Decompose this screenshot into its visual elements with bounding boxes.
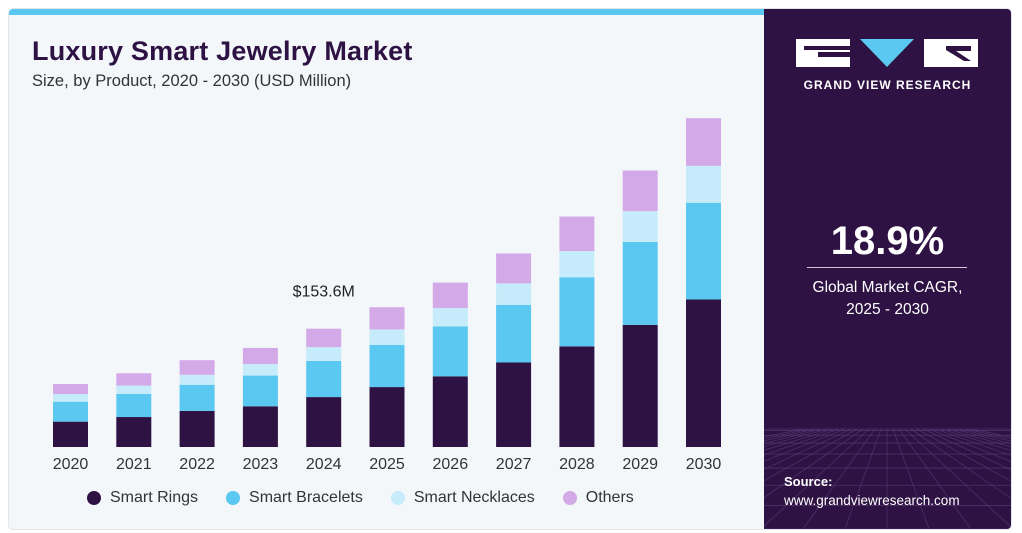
grid-decoration (764, 428, 1011, 529)
bar-smart-necklaces-2020 (53, 393, 88, 402)
bar-smart-rings-2025 (369, 387, 405, 447)
bar-others-2030 (686, 118, 721, 166)
bar-smart-bracelets-2027 (496, 304, 532, 363)
bar-smart-bracelets-2025 (369, 344, 405, 388)
bar-smart-bracelets-2029 (622, 241, 658, 325)
cagr-divider (807, 267, 967, 268)
legend-label: Smart Bracelets (249, 489, 363, 506)
bar-smart-bracelets-2023 (242, 375, 278, 407)
accent-bar (9, 9, 764, 15)
x-tick-label-2025: 2025 (369, 456, 405, 473)
grand-view-research-logo-icon (796, 39, 978, 67)
bar-smart-bracelets-2026 (432, 326, 468, 377)
bar-others-2023 (242, 347, 278, 365)
legend-item-smart-necklaces: Smart Necklaces (390, 489, 535, 507)
legend-swatch (562, 491, 577, 505)
bar-smart-rings-2021 (116, 417, 152, 447)
bar-others-2026 (432, 282, 468, 308)
brand-name: GRAND VIEW RESEARCH (803, 78, 972, 92)
bar-smart-necklaces-2021 (116, 385, 152, 394)
bar-smart-necklaces-2025 (369, 329, 405, 345)
bar-smart-bracelets-2024 (306, 360, 342, 398)
x-tick-label-2029: 2029 (622, 456, 658, 473)
bar-smart-rings-2022 (179, 410, 215, 447)
source-label: Source: (784, 474, 833, 489)
x-tick-label-2023: 2023 (243, 456, 279, 473)
cagr-value: 18.9% (830, 219, 945, 263)
bar-smart-rings-2027 (496, 362, 532, 447)
bar-others-2022 (179, 360, 215, 375)
bar-smart-rings-2026 (432, 376, 468, 447)
bar-others-2024 (306, 328, 342, 348)
bar-smart-bracelets-2020 (53, 401, 88, 422)
bar-smart-rings-2020 (53, 421, 88, 447)
bar-smart-necklaces-2028 (559, 251, 595, 278)
legend-item-others: Others (562, 489, 634, 507)
bar-others-2020 (53, 384, 88, 394)
x-tick-label-2027: 2027 (496, 456, 532, 473)
x-tick-label-2026: 2026 (433, 456, 469, 473)
legend-label: Smart Rings (110, 489, 199, 506)
x-tick-label-2028: 2028 (559, 456, 595, 473)
legend-swatch (226, 491, 241, 505)
bar-smart-necklaces-2029 (622, 211, 658, 242)
cagr-label-line1: Global Market CAGR, (812, 279, 963, 296)
cagr-label: Global Market CAGR, 2025 - 2030 (764, 277, 1011, 321)
x-tick-label-2024: 2024 (306, 456, 342, 473)
bar-smart-rings-2028 (559, 346, 595, 447)
bar-smart-necklaces-2027 (496, 283, 532, 305)
legend-swatch (87, 491, 101, 505)
legend-label: Others (585, 489, 634, 506)
bar-others-2029 (622, 170, 658, 212)
bar-smart-necklaces-2023 (242, 364, 278, 376)
chart-title: Luxury Smart Jewelry Market (32, 36, 413, 66)
bar-smart-rings-2029 (622, 324, 658, 447)
chart-subtitle: Size, by Product, 2020 - 2030 (USD Milli… (32, 72, 352, 90)
x-tick-label-2030: 2030 (686, 456, 722, 473)
bar-smart-bracelets-2021 (116, 393, 152, 418)
bar-smart-rings-2024 (306, 397, 342, 447)
bar-others-2021 (116, 373, 152, 386)
bar-others-2028 (559, 216, 595, 252)
bar-others-2025 (369, 307, 405, 330)
bar-smart-bracelets-2022 (179, 384, 215, 411)
x-tick-label-2022: 2022 (179, 456, 215, 473)
bar-smart-bracelets-2028 (559, 277, 595, 347)
bar-smart-necklaces-2022 (179, 374, 215, 385)
legend-label: Smart Necklaces (413, 489, 535, 506)
legend: Smart Rings Smart Bracelets Smart Necklace… (87, 489, 662, 507)
legend-item-smart-bracelets: Smart Bracelets (226, 489, 363, 507)
bar-others-2027 (496, 253, 532, 284)
source-url[interactable]: www.grandviewresearch.com (784, 493, 960, 508)
bar-smart-necklaces-2030 (686, 165, 721, 203)
legend-item-smart-rings: Smart Rings (87, 489, 198, 507)
bar-smart-bracelets-2030 (686, 202, 721, 300)
data-label-2024: $153.6M (293, 284, 355, 301)
sidebar-panel: GRAND VIEW RESEARCH 18.9% Global Market … (764, 9, 1011, 529)
chart-panel: Luxury Smart Jewelry Market Size, by Pro… (9, 9, 764, 529)
chart-card: Luxury Smart Jewelry Market Size, by Pro… (9, 9, 1011, 529)
bar-smart-rings-2030 (686, 299, 721, 447)
x-tick-label-2020: 2020 (53, 456, 89, 473)
cagr-label-line2: 2025 - 2030 (846, 301, 929, 318)
x-tick-label-2021: 2021 (116, 456, 152, 473)
bar-smart-necklaces-2024 (306, 347, 342, 361)
bar-smart-rings-2023 (242, 406, 278, 447)
bar-smart-necklaces-2026 (432, 307, 468, 327)
legend-swatch (390, 491, 405, 505)
stacked-bar-chart: 2020 2021 2022 2023 2024 2025 2026 2027 2028 2029… (53, 118, 722, 473)
